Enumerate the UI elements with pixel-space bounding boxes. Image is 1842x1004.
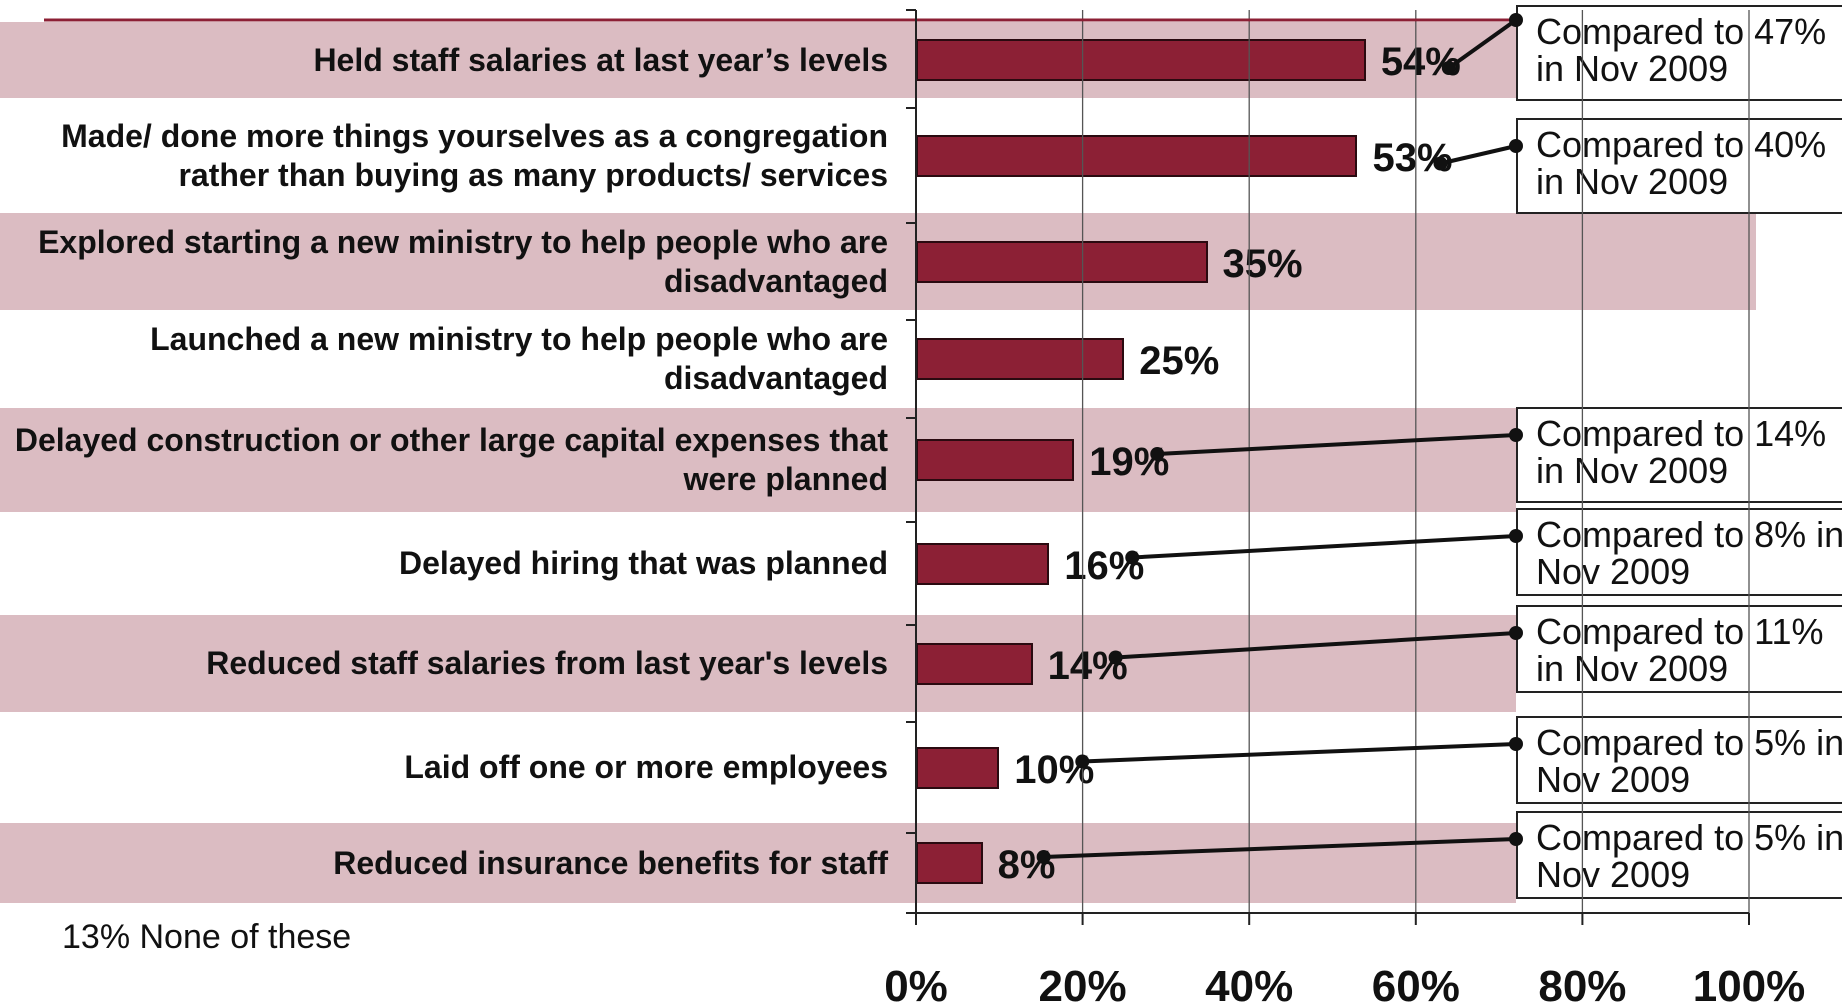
callout-connector — [1115, 631, 1517, 660]
category-label: Explored starting a new ministry to help… — [38, 223, 888, 299]
footnote: 13% None of these — [62, 918, 352, 956]
connector-dot — [1036, 850, 1051, 864]
x-tick-label: 100% — [1692, 962, 1806, 1004]
value-label: 8% — [997, 843, 1056, 887]
connector-dot — [1509, 626, 1523, 640]
category-label: Reduced staff salaries from last year's … — [206, 645, 888, 681]
category-label: Reduced insurance benefits for staff — [333, 844, 888, 881]
category-label: Held staff salaries at last year’s level… — [313, 41, 888, 78]
callout-connector — [1132, 534, 1517, 560]
category-label: Delayed hiring that was planned — [399, 545, 888, 581]
category-label: Laid off one or more employees — [404, 749, 888, 785]
connector-dot — [1509, 428, 1523, 442]
x-tick-label: 20% — [1038, 962, 1127, 1004]
comparison-callout: Compared to 11% in Nov 2009 — [1516, 605, 1842, 693]
comparison-callout: Compared to 14% in Nov 2009 — [1516, 407, 1842, 503]
bar — [916, 134, 1358, 177]
connector-dot — [1509, 529, 1523, 543]
bar — [916, 542, 1050, 585]
value-label: 25% — [1139, 339, 1220, 383]
callout-connector — [1157, 433, 1517, 456]
x-tick-label: 80% — [1538, 962, 1627, 1004]
connector-dot — [1509, 139, 1523, 153]
bar — [916, 338, 1125, 380]
comparison-callout: Compared to 40% in Nov 2009 — [1516, 118, 1842, 214]
connector-dot — [1125, 550, 1140, 565]
callout-connector — [1447, 18, 1518, 70]
bar — [916, 746, 1000, 789]
comparison-callout: Compared to 5% in Nov 2009 — [1516, 811, 1842, 899]
connector-dot — [1108, 650, 1123, 665]
bar — [916, 240, 1208, 283]
row-band — [0, 408, 1516, 512]
category-label: Launched a new ministry to help people w… — [150, 321, 888, 396]
row-band — [0, 615, 1516, 712]
callout-connector — [1082, 742, 1517, 764]
callout-connector — [1440, 144, 1517, 166]
comparison-callout: Compared to 5% in Nov 2009 — [1516, 716, 1842, 804]
connector-dot — [1509, 737, 1523, 751]
category-label: Delayed construction or other large capi… — [14, 422, 888, 497]
x-tick-label: 0% — [884, 962, 948, 1004]
connector-dot — [1509, 13, 1523, 27]
connector-dot — [1441, 61, 1456, 75]
x-tick-label: 60% — [1371, 962, 1460, 1004]
row-band — [0, 823, 1516, 903]
row-band — [0, 213, 1756, 310]
bar — [916, 642, 1033, 685]
bar — [916, 842, 983, 884]
callout-connector — [1043, 837, 1517, 859]
comparison-callout: Compared to 8% in Nov 2009 — [1516, 508, 1842, 596]
x-tick-label: 40% — [1205, 962, 1294, 1004]
connector-dot — [1433, 156, 1448, 171]
value-label: 35% — [1222, 241, 1303, 286]
connector-dot — [1075, 754, 1090, 769]
bar — [916, 39, 1366, 81]
bar — [916, 439, 1075, 481]
connector-dot — [1509, 832, 1523, 846]
comparison-callout: Compared to 47% in Nov 2009 — [1516, 5, 1842, 101]
category-label: Made/ done more things yourselves as a c… — [61, 117, 888, 193]
connector-dot — [1150, 447, 1165, 461]
